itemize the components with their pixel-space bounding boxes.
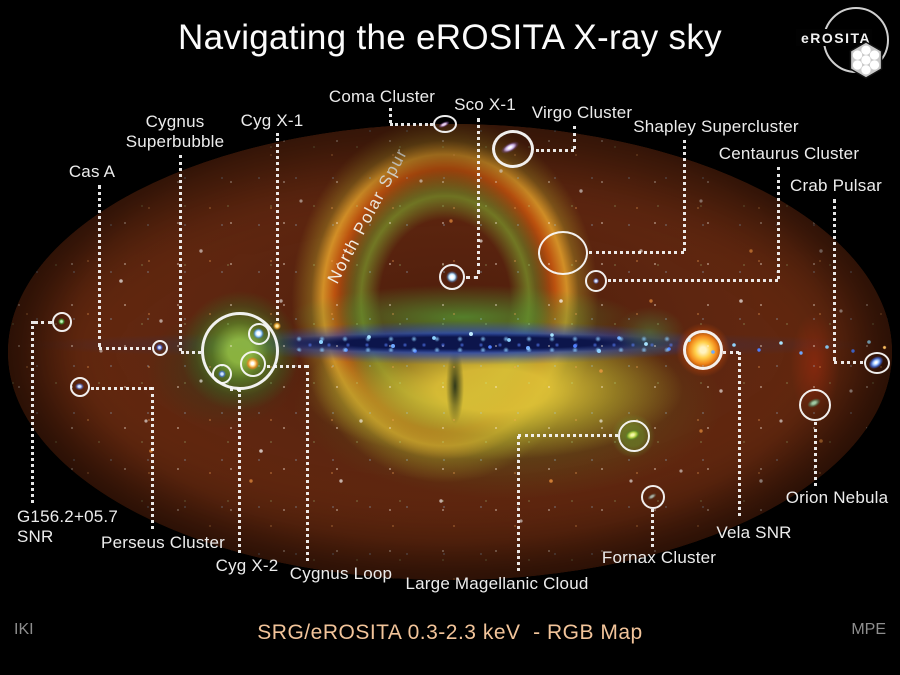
logo-wordmark: eROSITA xyxy=(801,30,871,46)
page-title: Navigating the eROSITA X-ray sky xyxy=(178,18,722,57)
label-vela-snr: Vela SNR xyxy=(716,523,792,542)
leader-perseus-h xyxy=(91,387,152,390)
erosita-logo: eROSITA xyxy=(790,4,900,80)
leader-cas-a-h xyxy=(99,347,151,350)
cygnus-yellow-source xyxy=(273,322,281,330)
leader-virgo-v xyxy=(573,126,576,149)
circle-crab-pulsar xyxy=(864,352,890,374)
leader-cyg-x2-h xyxy=(230,388,240,391)
leader-lmc-h xyxy=(518,434,618,437)
label-coma-cluster: Coma Cluster xyxy=(328,87,436,106)
leader-cyg-x1-v xyxy=(276,133,279,321)
label-crab-pulsar: Crab Pulsar xyxy=(790,176,882,195)
circle-shapley-supercluster xyxy=(538,231,588,275)
leader-virgo-h xyxy=(536,149,574,152)
leader-shapley-h xyxy=(589,251,684,254)
leader-vela-h xyxy=(723,351,739,354)
circle-cyg-x-1 xyxy=(248,323,270,345)
circle-cygnus-loop xyxy=(240,351,266,377)
leader-vela-v xyxy=(738,352,741,516)
leader-cygnus-loop-v xyxy=(306,365,309,561)
label-g156-snr: G156.2+05.7 SNR xyxy=(17,507,118,547)
leader-orion-v xyxy=(814,422,817,486)
leader-cyg-x2-v xyxy=(238,389,241,553)
leader-shapley-v xyxy=(683,140,686,251)
leader-g156-h xyxy=(34,321,52,324)
label-cyg-x-2: Cyg X-2 xyxy=(215,556,279,575)
circle-cyg-x-2 xyxy=(212,364,232,384)
edge-orange-source xyxy=(882,345,887,350)
circle-coma-cluster xyxy=(433,115,457,133)
leader-coma-h xyxy=(390,123,433,126)
label-fornax-cluster: Fornax Cluster xyxy=(601,548,717,567)
credit-iki: IKI xyxy=(14,621,34,638)
leader-centaurus-h xyxy=(608,279,778,282)
sky-map: North Polar Spur xyxy=(8,124,892,580)
circle-lmc xyxy=(618,420,650,452)
circle-fornax-cluster xyxy=(641,485,665,509)
logo-hexagon-detector-icon xyxy=(849,41,883,79)
leader-centaurus-v xyxy=(777,167,780,279)
label-centaurus-cluster: Centaurus Cluster xyxy=(718,144,860,163)
circle-cygnus-superbubble xyxy=(201,312,279,390)
leader-g156-v xyxy=(31,321,34,503)
leader-sco-h xyxy=(466,276,478,279)
leader-crab-v xyxy=(833,199,836,361)
map-caption: SRG/eROSITA 0.3-2.3 keV - RGB Map xyxy=(257,621,643,644)
leader-cygnus-superbubble-h xyxy=(181,351,201,354)
north-polar-spur-label: North Polar Spur xyxy=(323,144,412,287)
leader-sco-v xyxy=(477,118,480,274)
label-sco-x-1: Sco X-1 xyxy=(454,95,516,114)
label-virgo-cluster: Virgo Cluster xyxy=(531,103,633,122)
circle-centaurus-cluster xyxy=(585,270,607,292)
leader-cygnus-loop-h xyxy=(267,365,307,368)
leader-lmc-v xyxy=(517,436,520,571)
label-orion-nebula: Orion Nebula xyxy=(785,488,889,507)
label-cygnus-loop: Cygnus Loop xyxy=(289,564,393,583)
leader-fornax-v xyxy=(651,509,654,547)
credit-mpe: MPE xyxy=(851,621,886,638)
leader-cygnus-superbubble-v xyxy=(179,155,182,351)
label-cyg-x-1: Cyg X-1 xyxy=(240,111,304,130)
circle-sco-x-1 xyxy=(439,264,465,290)
circle-orion-nebula xyxy=(799,389,831,421)
circle-g156-snr xyxy=(52,312,72,332)
leader-crab-h xyxy=(834,361,863,364)
erosita-logo-graphic: eROSITA xyxy=(796,7,889,79)
leader-coma-v xyxy=(389,108,392,123)
leader-perseus-v xyxy=(151,387,154,529)
circle-vela-snr xyxy=(683,330,723,370)
label-cygnus-superbubble: Cygnus Superbubble xyxy=(125,112,225,152)
circle-cas-a xyxy=(152,340,168,356)
circle-perseus-cluster xyxy=(70,377,90,397)
label-cas-a: Cas A xyxy=(68,162,116,181)
label-shapley-supercluster: Shapley Supercluster xyxy=(633,117,799,136)
label-large-magellanic-cloud: Large Magellanic Cloud xyxy=(405,574,589,593)
leader-cas-a-v xyxy=(98,185,101,347)
galactic-plane-sources xyxy=(293,334,683,352)
label-perseus-cluster: Perseus Cluster xyxy=(101,533,225,552)
circle-virgo-cluster xyxy=(492,130,534,168)
starfield xyxy=(8,124,10,126)
